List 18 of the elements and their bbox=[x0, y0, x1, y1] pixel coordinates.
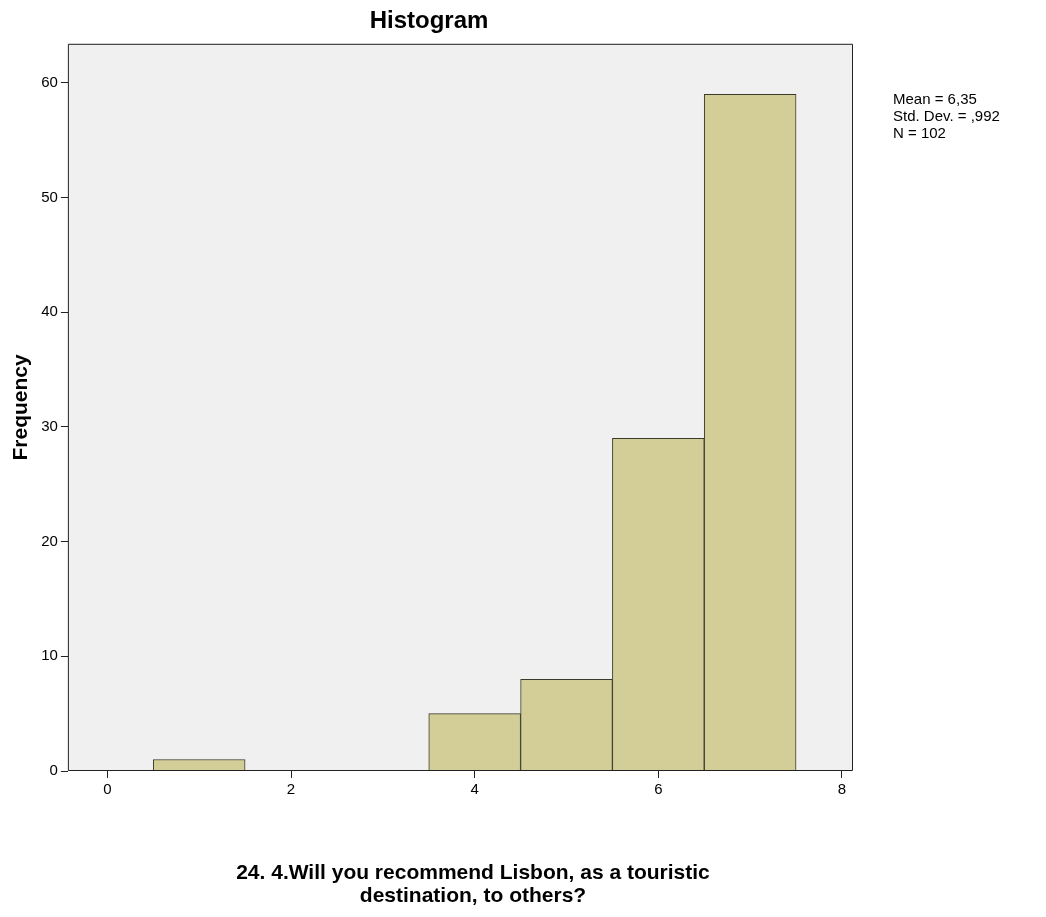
text: Std. Dev. = ,992 bbox=[893, 107, 1000, 124]
y-tick-label: 30 bbox=[41, 417, 58, 435]
y-tick-label: 10 bbox=[41, 646, 58, 664]
x-tick-label: 4 bbox=[470, 780, 479, 798]
x-axis-title: 24. 4.Will you recommend Lisbon, as a touristic destination, to others? bbox=[235, 860, 711, 906]
x-tick-label: 6 bbox=[654, 780, 663, 798]
text: Mean = 6,35 bbox=[893, 90, 978, 107]
x-tick-label: 8 bbox=[837, 780, 847, 798]
x-tick-label: 2 bbox=[286, 780, 296, 798]
text: N = 102 bbox=[893, 124, 947, 141]
y-tick-label: 0 bbox=[49, 761, 58, 779]
x-tick-label: 0 bbox=[103, 780, 112, 798]
y-tick-label: 20 bbox=[41, 531, 58, 549]
y-tick-label: 40 bbox=[41, 302, 58, 320]
y-tick-label: 60 bbox=[41, 72, 58, 90]
y-tick-label: 50 bbox=[41, 187, 58, 205]
y-axis-title: Frequency bbox=[8, 353, 32, 461]
chart-title: Histogram bbox=[369, 6, 489, 34]
